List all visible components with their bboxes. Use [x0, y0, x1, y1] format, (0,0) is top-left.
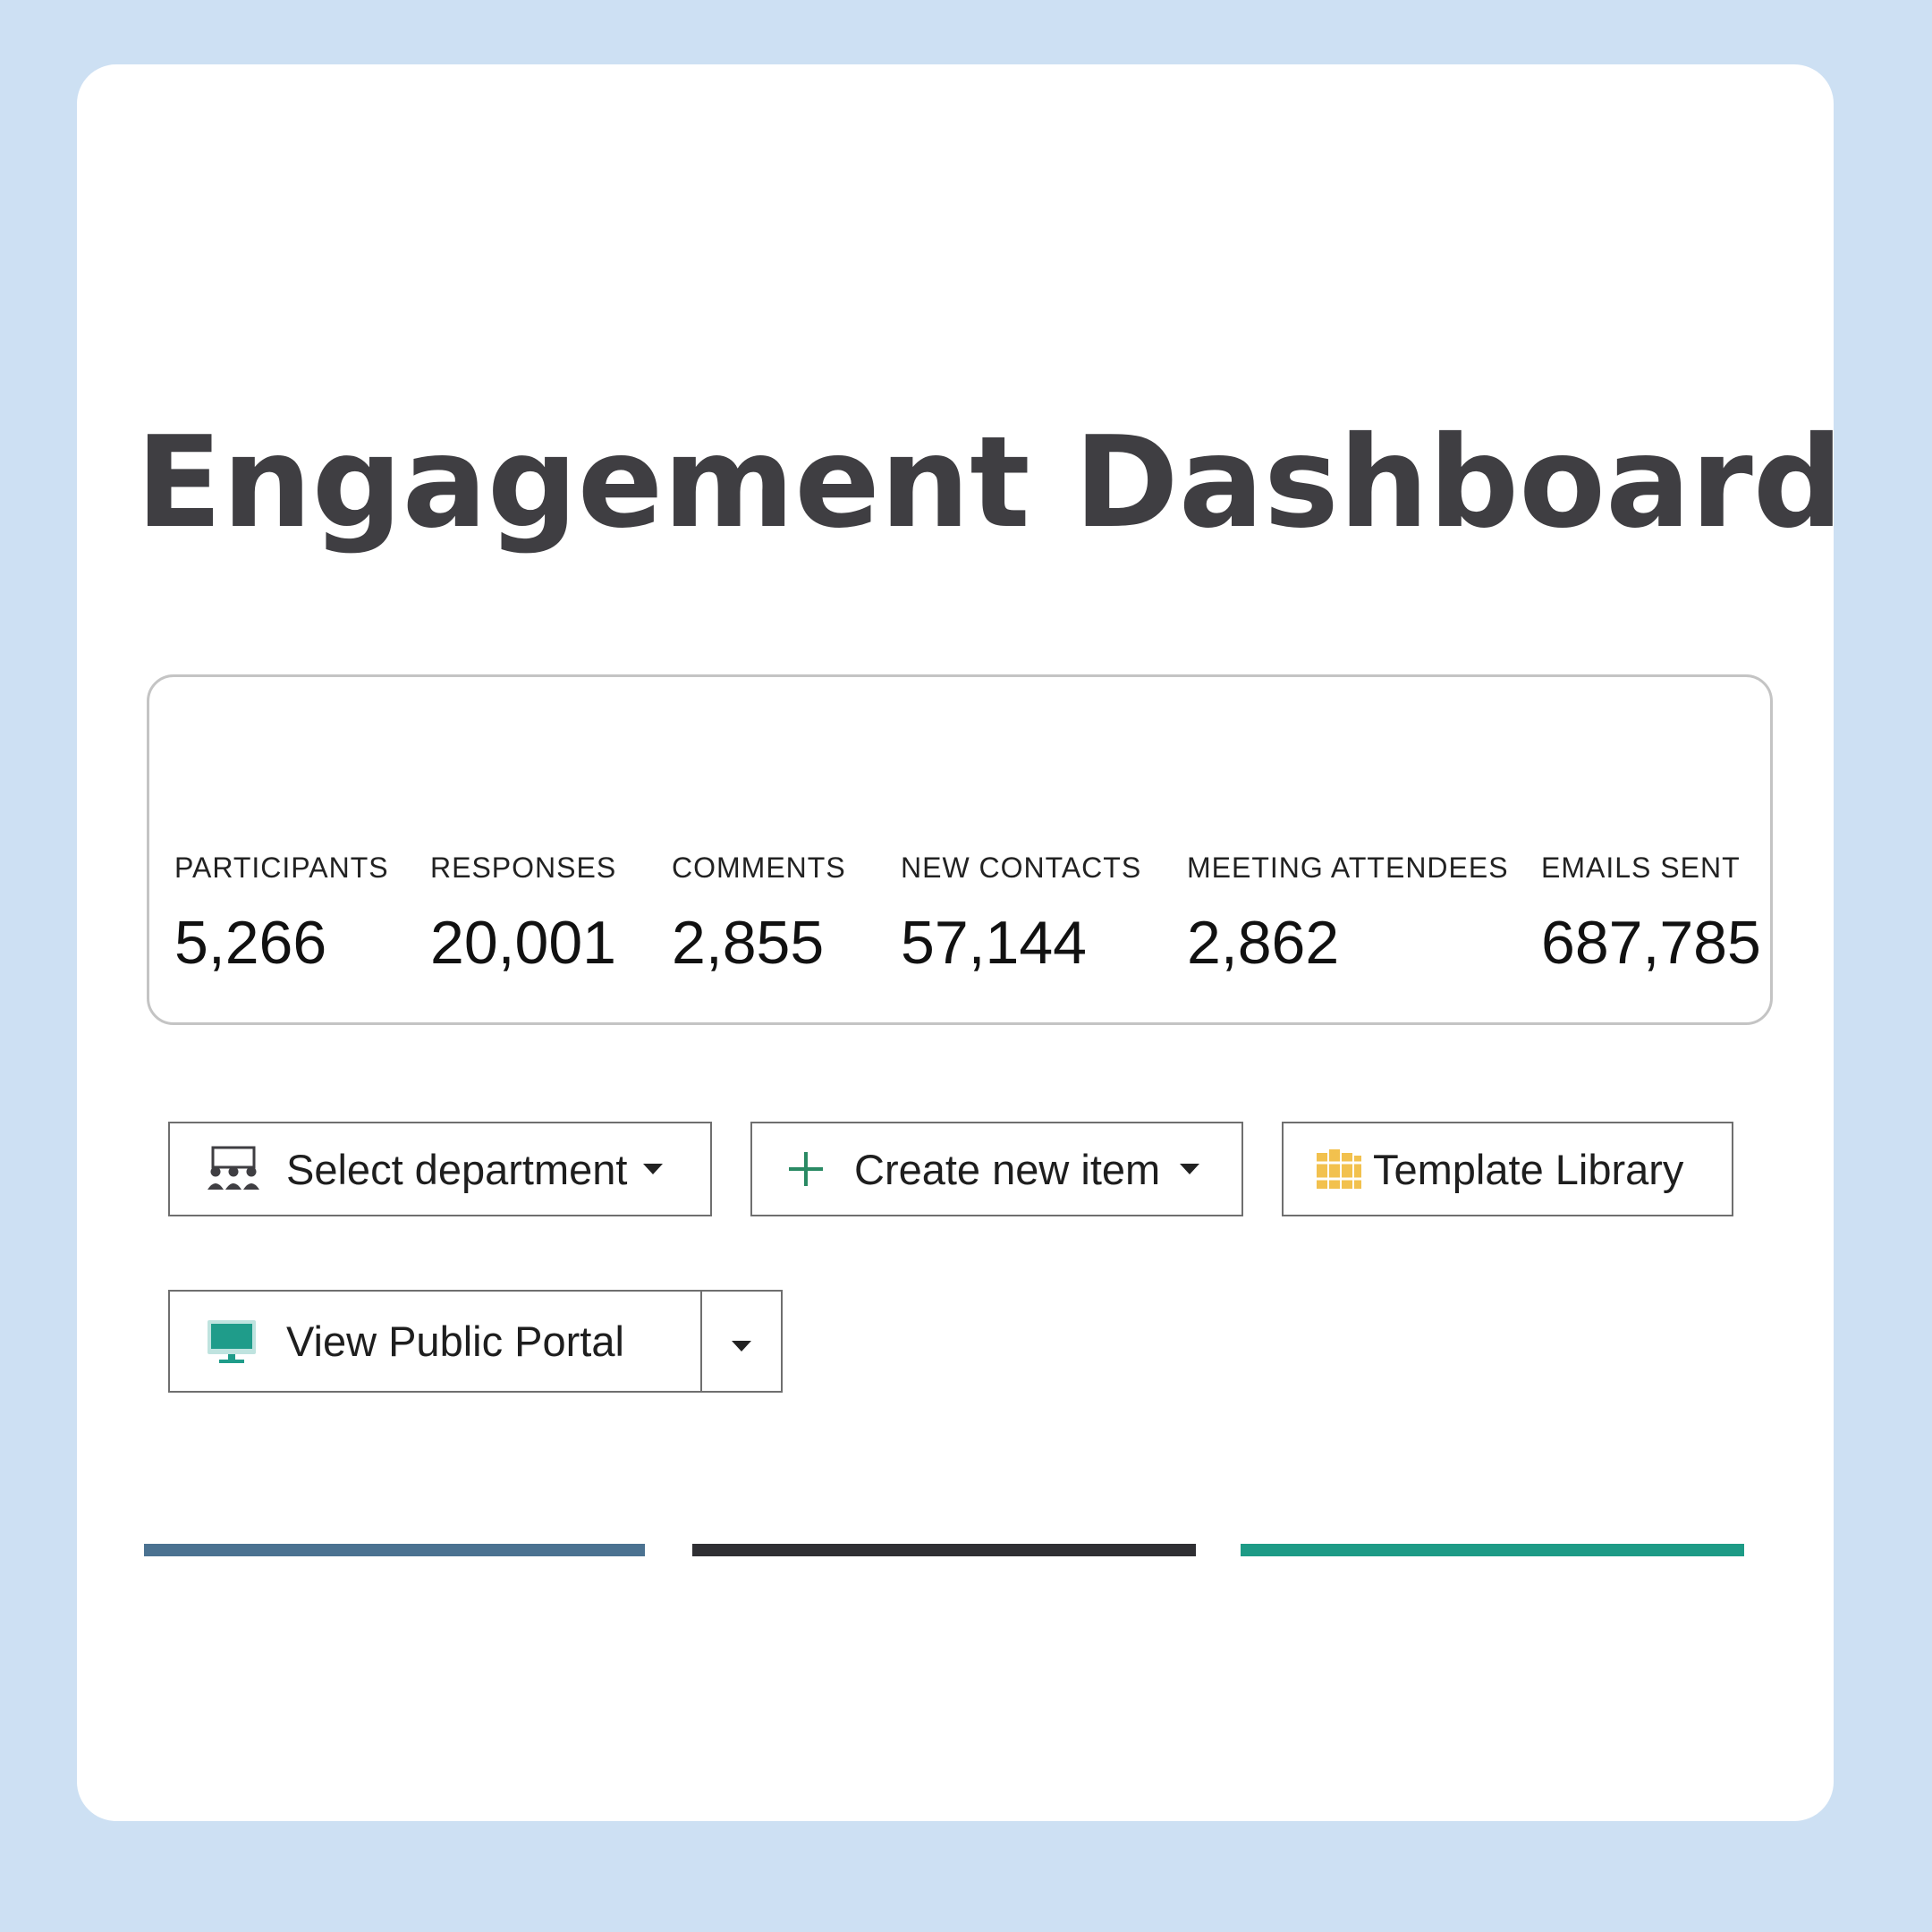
accent-bar-teal [1241, 1544, 1744, 1556]
stat-label: MEETING ATTENDEES [1187, 852, 1509, 884]
dashboard-card: Engagement Dashboard PARTICIPANTS 5,266 … [77, 64, 1843, 1821]
group-presentation-icon [204, 1144, 263, 1194]
stat-label: EMAILS SENT [1541, 852, 1741, 884]
stat-value: 20,001 [430, 909, 616, 977]
stat-value: 2,855 [672, 909, 825, 977]
select-department-button[interactable]: Select department [168, 1122, 712, 1216]
stat-label: NEW CONTACTS [901, 852, 1142, 884]
view-public-portal-label: View Public Portal [286, 1318, 624, 1365]
stat-value: 687,785 [1541, 909, 1761, 977]
template-library-button[interactable]: Template Library [1282, 1122, 1733, 1216]
accent-bar-blue [144, 1544, 645, 1556]
stat-label: PARTICIPANTS [174, 852, 389, 884]
stat-value: 5,266 [174, 909, 327, 977]
stat-value: 57,144 [901, 909, 1087, 977]
library-books-icon [1316, 1147, 1362, 1191]
stat-label: RESPONSES [430, 852, 617, 884]
create-new-item-label: Create new item [854, 1145, 1161, 1193]
view-public-portal-button[interactable]: View Public Portal [168, 1290, 783, 1393]
stat-label: COMMENTS [672, 852, 846, 884]
select-department-label: Select department [286, 1145, 628, 1193]
monitor-icon [206, 1318, 258, 1365]
create-new-item-button[interactable]: Create new item [750, 1122, 1243, 1216]
split-divider [700, 1292, 702, 1391]
template-library-label: Template Library [1373, 1145, 1684, 1193]
plus-icon [786, 1149, 826, 1189]
stat-value: 2,862 [1187, 909, 1340, 977]
accent-bar-dark [692, 1544, 1196, 1556]
chevron-down-icon [643, 1164, 664, 1174]
portal-options-dropdown[interactable] [702, 1292, 781, 1391]
chevron-down-icon [732, 1340, 751, 1352]
stats-panel: PARTICIPANTS 5,266 RESPONSES 20,001 COMM… [147, 674, 1773, 1025]
page-title: Engagement Dashboard [136, 410, 1843, 556]
chevron-down-icon [1180, 1164, 1200, 1174]
